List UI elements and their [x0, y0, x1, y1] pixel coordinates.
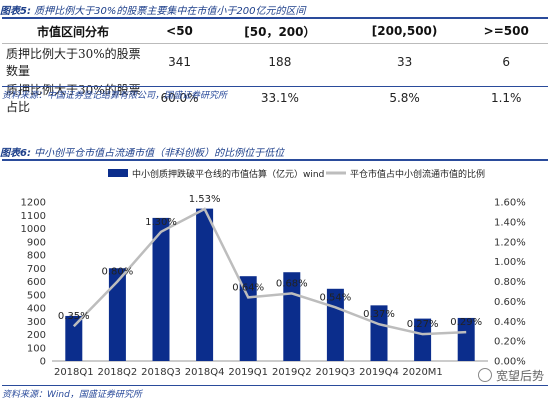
table5-header-cell: [200,500) [371, 24, 438, 38]
table5-top-rule [2, 17, 548, 19]
x-tick-label: 2019Q3 [316, 367, 356, 378]
data-label: 1.53% [189, 194, 221, 205]
bar [370, 305, 388, 361]
y-left-tick-label: 1000 [21, 224, 46, 235]
chart6-source: 资料来源：Wind，国盛证券研究所 [2, 390, 142, 400]
chart6-caption: 图表6: 中小创平仓市值占流通市值（非科创板）的比例位于低位 [0, 144, 284, 159]
table5-header-cell: <50 [166, 24, 193, 38]
data-label: 0.68% [276, 278, 308, 289]
watermark-icon [478, 368, 493, 382]
watermark-text: 宽望后势 [495, 369, 544, 383]
bar [152, 217, 170, 361]
x-tick-label: 2019Q1 [228, 367, 268, 378]
chart6-caption-text: 中小创平仓市值占流通市值（非科创板）的比例位于低位 [34, 148, 285, 159]
table5-cell: 341 [144, 43, 216, 80]
x-tick-label: 2019Q2 [272, 367, 312, 378]
table5-row-label: 质押比例大于30%的股票数量 [2, 43, 144, 80]
table5-caption-label: 图表5: [0, 6, 31, 17]
table5-header-cell: >=500 [483, 24, 529, 38]
chart6-bottom-rule [2, 385, 548, 386]
x-tick-label: 2018Q2 [98, 367, 138, 378]
y-right-tick-label: 1.00% [494, 257, 526, 268]
y-right-tick-label: 1.20% [494, 237, 526, 248]
table5-cell: 1.1% [490, 91, 522, 105]
bar [414, 318, 432, 361]
data-label: 0.29% [450, 317, 482, 328]
table5-header-cell: 市值区间分布 [36, 24, 109, 39]
x-tick-label: 2019Q4 [359, 367, 399, 378]
y-left-tick-label: 800 [27, 251, 46, 262]
table5-cell: 5.8% [389, 91, 420, 105]
y-left-tick-label: 300 [27, 317, 46, 328]
y-left-tick-label: 400 [27, 304, 46, 315]
data-label: 0.35% [58, 311, 90, 322]
data-label: 0.37% [363, 309, 395, 320]
x-tick-label: 2018Q4 [185, 367, 225, 378]
bar [65, 315, 83, 361]
table5-cell: 188 [215, 43, 345, 80]
y-right-tick-label: 0.60% [494, 297, 526, 308]
table5: 市值区间分布 <50 [50，200） [200,500) >=500 质押比例… [2, 19, 548, 116]
y-left-tick-label: 1200 [21, 198, 46, 209]
table5-header-cell: [50，200） [244, 24, 316, 39]
y-left-tick-label: 200 [27, 330, 46, 341]
x-tick-label: 2018Q3 [141, 367, 181, 378]
table5-cell: 33.1% [260, 91, 299, 105]
y-left-tick-label: 100 [27, 343, 46, 354]
watermark: 宽望后势 [478, 367, 544, 384]
x-tick-label: 2020M1 [402, 367, 442, 378]
line-series [72, 207, 467, 336]
data-label: 0.54% [320, 292, 352, 303]
y-left-tick-label: 700 [27, 264, 46, 275]
y-left-tick-label: 900 [27, 237, 46, 248]
legend-label: 平仓市值占中小创流通市值的比例 [350, 168, 485, 180]
legend-label: 中小创质押跌破平仓线的市值估算（亿元）wind [132, 168, 324, 180]
bar [457, 317, 475, 361]
table-row: 质押比例大于30%的股票数量 341 188 33 6 [2, 43, 548, 80]
y-right-tick-label: 0.40% [494, 317, 526, 328]
table5-caption: 图表5: 质押比例大于30%的股票主要集中在市值小于200亿元的区间 [0, 2, 305, 17]
y-left-tick-label: 1100 [21, 211, 46, 222]
y-right-tick-label: 0.00% [494, 357, 526, 368]
x-tick-label: 2018Q1 [54, 367, 94, 378]
y-right-tick-label: 1.40% [494, 217, 526, 228]
table5-header-row: 市值区间分布 <50 [50，200） [200,500) >=500 [2, 19, 548, 44]
chart6-plot: 0 100 200 300 400 500 600 700 800 900 1000 1100 1200… [21, 168, 526, 378]
bar [196, 208, 214, 361]
table5-bottom-rule [2, 86, 548, 87]
bar [108, 268, 126, 361]
y-right-tick-label: 1.60% [494, 198, 526, 209]
y-left-tick-label: 500 [27, 290, 46, 301]
table5-cell: 6 [464, 43, 548, 80]
chart6-top-rule [2, 159, 548, 161]
data-label: 0.27% [407, 319, 439, 330]
table5-cell: 60.0% [160, 91, 199, 105]
table5-cell: 33 [344, 43, 465, 80]
y-right-tick-label: 0.80% [494, 277, 526, 288]
y-left-tick-label: 600 [27, 277, 46, 288]
y-left-tick-label: 0 [40, 357, 46, 368]
chart6-caption-label: 图表6: [0, 148, 31, 159]
table5-caption-text: 质押比例大于30%的股票主要集中在市值小于200亿元的区间 [34, 6, 306, 17]
y-right-tick-label: 0.20% [494, 337, 526, 348]
data-label: 0.64% [232, 282, 264, 293]
data-label: 1.30% [145, 217, 177, 228]
data-label: 0.80% [102, 267, 134, 278]
legend-swatch-bar [108, 169, 128, 177]
table5-source: 资料来源：中国证券登记结算有限公司，国盛证券研究所 [2, 91, 228, 101]
